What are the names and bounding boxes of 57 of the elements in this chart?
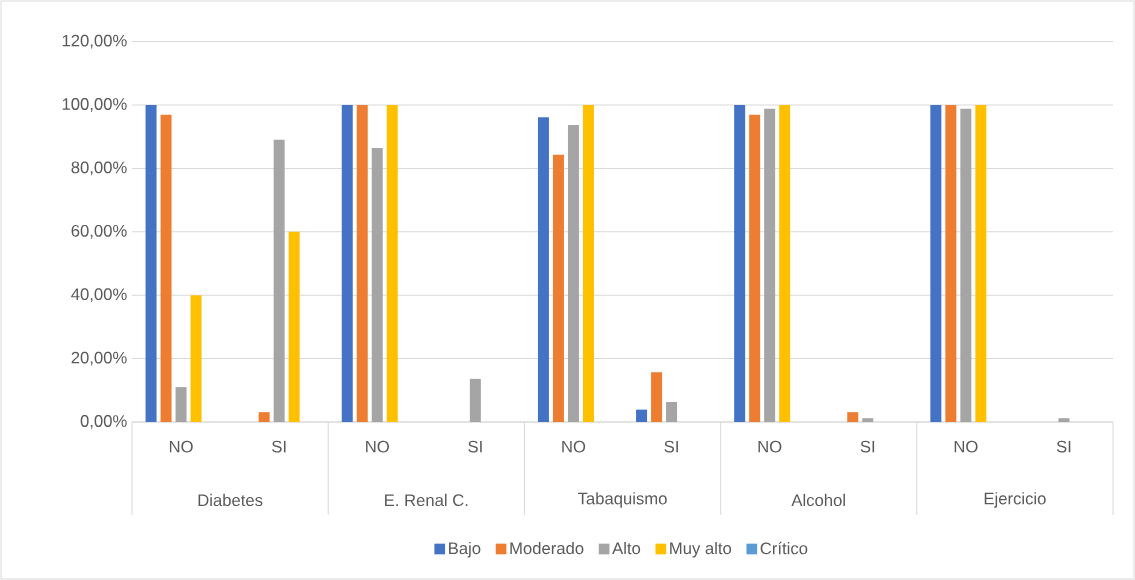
bar — [847, 412, 859, 422]
x-tick-label: NO — [954, 440, 978, 453]
y-tick-label: 0,00% — [80, 415, 127, 429]
bar — [341, 104, 353, 422]
bar — [386, 104, 398, 422]
x-tick-label: SI — [1056, 440, 1071, 453]
bar — [945, 104, 957, 422]
x-tick-label: NO — [562, 440, 586, 453]
bar — [356, 104, 368, 422]
legend-label: Moderado — [510, 541, 584, 555]
bar — [749, 114, 761, 422]
bar — [469, 378, 481, 422]
bar — [666, 402, 678, 422]
bar — [779, 104, 791, 422]
bar — [1058, 418, 1070, 422]
bar — [190, 295, 202, 422]
bar — [552, 154, 564, 422]
bar — [582, 104, 594, 422]
x-tick-label: NO — [758, 440, 782, 453]
text: Alcohol — [791, 493, 845, 507]
x-tick-label: SI — [860, 440, 875, 453]
x-tick-label: NO — [366, 440, 389, 453]
legend-label: Muy alto — [670, 541, 732, 558]
bar — [273, 139, 285, 422]
bar — [175, 387, 187, 422]
legend-label: Alto — [612, 541, 641, 555]
bar — [145, 104, 157, 422]
bar — [930, 104, 942, 422]
bar — [960, 108, 972, 422]
y-tick-label: 100,00% — [62, 98, 127, 112]
bar — [371, 148, 383, 422]
text: Tabaquismo — [577, 492, 667, 508]
y-tick-label: 80,00% — [71, 161, 127, 176]
y-tick-label: 60,00% — [71, 224, 127, 239]
bar — [734, 104, 746, 422]
text: Diabetes — [198, 493, 263, 507]
bar — [975, 104, 987, 422]
x-tick-label: SI — [468, 440, 482, 453]
bar — [862, 418, 874, 422]
x-tick-label: SI — [664, 440, 678, 453]
x-tick-label: SI — [272, 440, 286, 453]
bar — [258, 412, 270, 422]
legend-label: Bajo — [449, 541, 481, 558]
x-tick-label: NO — [169, 440, 193, 453]
bar — [288, 231, 300, 422]
y-tick-label: 20,00% — [71, 351, 127, 366]
text: E. Renal C. — [385, 493, 468, 507]
legend-label: Crítico — [760, 541, 808, 555]
bar — [160, 114, 172, 422]
bar — [764, 108, 776, 422]
text: Ejercicio — [984, 492, 1046, 508]
bar — [651, 372, 663, 422]
y-tick-label: 120,00% — [62, 34, 127, 49]
bar — [537, 117, 549, 422]
bar — [636, 409, 648, 422]
bar — [567, 124, 579, 422]
y-tick-label: 40,00% — [71, 288, 127, 303]
